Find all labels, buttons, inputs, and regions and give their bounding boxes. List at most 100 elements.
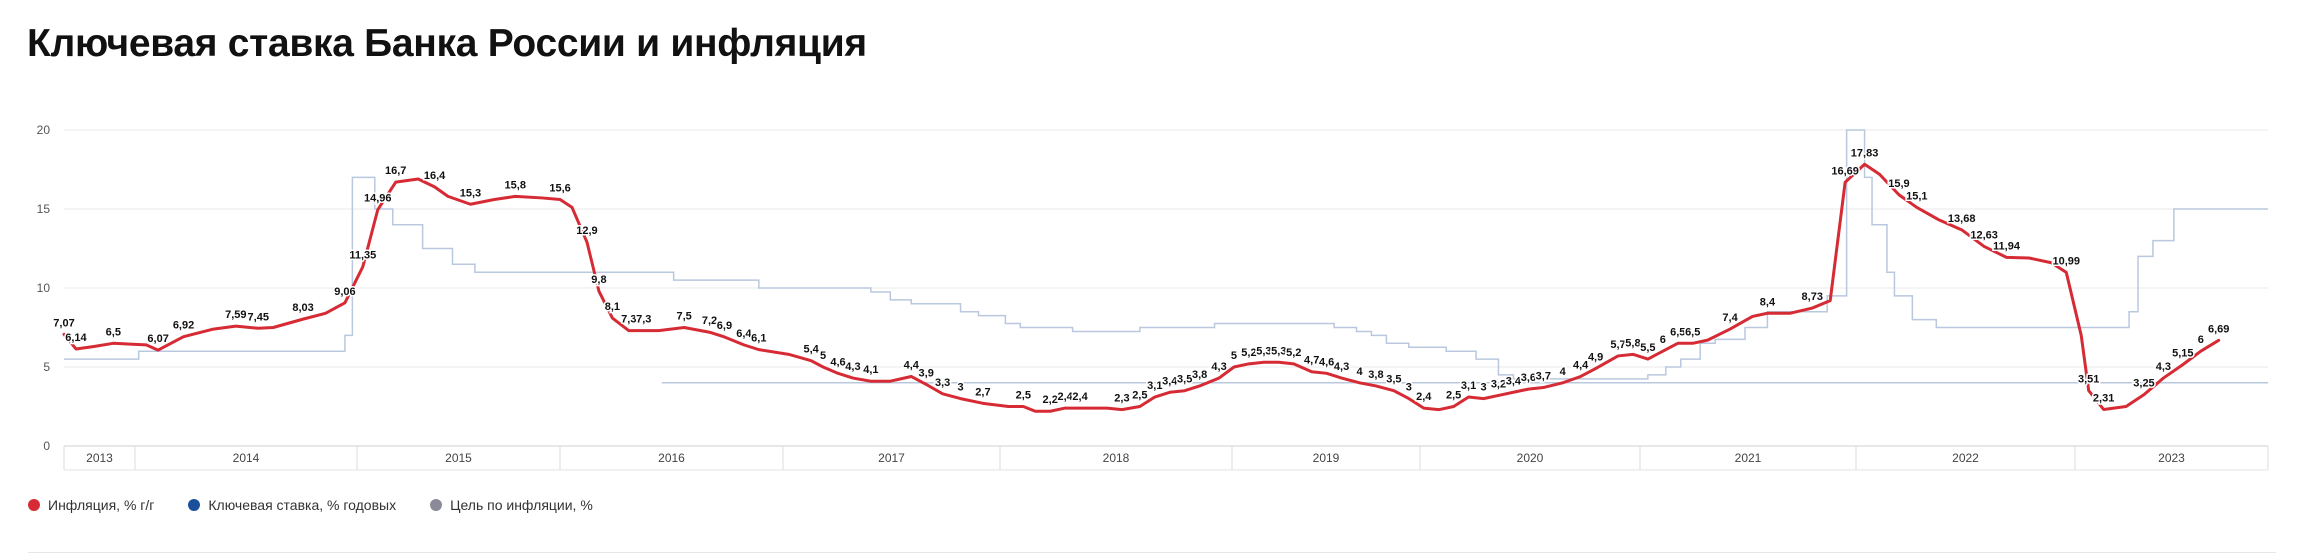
data-label: 5,2 [1286,347,1301,359]
data-label: 3,1 [1147,380,1162,392]
data-label: 3,4 [1506,375,1522,387]
data-label: 13,68 [1948,213,1976,225]
data-label: 2,3 [1114,393,1129,405]
data-label: 5 [1231,350,1237,362]
series-inflation-line [62,162,2221,413]
data-label: 2,4 [1416,391,1432,403]
y-tick-label: 5 [43,360,50,374]
data-label: 6,5 [106,326,121,338]
data-label: 3,2 [1491,378,1506,390]
legend-swatch-inflation [28,499,40,511]
data-label: 4 [1560,366,1567,378]
data-label: 3,4 [1162,375,1178,387]
data-label: 6,5 [1685,326,1700,338]
data-label: 6,5 [1670,326,1685,338]
data-label: 6,07 [147,333,168,345]
data-label: 3,7 [1536,371,1551,383]
data-label: 8,4 [1760,296,1776,308]
data-label: 6 [1660,334,1666,346]
legend-label-key-rate: Ключевая ставка, % годовых [208,497,397,513]
data-label: 10,99 [2053,255,2081,267]
data-label: 5,8 [1625,337,1640,349]
data-label: 7,3 [621,314,636,326]
data-label: 3,51 [2078,374,2099,386]
page-title: Ключевая ставка Банка России и инфляция [27,22,867,65]
data-label: 2,5 [1016,390,1031,402]
data-label: 6,4 [736,328,752,340]
data-label: 2,4 [1072,391,1088,403]
data-label: 16,69 [1831,165,1859,177]
data-label: 7,45 [248,311,269,323]
x-tick-label: 2018 [1103,451,1130,465]
data-label: 5 [820,350,826,362]
data-label: 14,96 [364,193,392,205]
data-label: 7,2 [702,315,717,327]
data-label: 2,4 [1057,391,1073,403]
data-label: 16,4 [424,170,446,182]
data-label: 3,9 [919,367,934,379]
series-key-rate-line [64,129,2268,380]
legend-swatch-key-rate [188,499,201,511]
data-label: 4,1 [863,364,878,376]
x-tick-label: 2013 [86,451,113,465]
legend: Инфляция, % г/г Ключевая ставка, % годов… [28,497,593,513]
x-tick-label: 2016 [658,451,685,465]
data-label: 2,31 [2093,393,2114,405]
data-label: 3,25 [2133,378,2154,390]
data-label: 15,1 [1906,190,1927,202]
data-label: 6,92 [173,320,194,332]
data-label: 4,3 [1211,361,1226,373]
data-label: 5,3 [1271,345,1286,357]
legend-swatch-target [430,499,443,511]
data-label: 6,69 [2208,323,2229,335]
data-label: 3,1 [1461,380,1476,392]
data-label: 3 [1406,382,1412,394]
data-label: 3 [1480,382,1486,394]
y-tick-label: 20 [37,123,51,137]
data-label: 4,6 [1319,356,1334,368]
data-label: 9,06 [334,286,355,298]
data-label: 15,6 [549,183,570,195]
x-tick-label: 2020 [1517,451,1544,465]
data-label: 7,4 [1722,312,1738,324]
data-label: 3,6 [1521,372,1536,384]
data-label: 15,9 [1888,178,1909,190]
data-label: 5,15 [2172,348,2193,360]
data-label: 15,8 [505,179,526,191]
legend-item-key-rate[interactable]: Ключевая ставка, % годовых [188,497,396,513]
data-label: 12,9 [576,225,597,237]
data-label: 17,83 [1851,147,1879,159]
data-label: 8,1 [605,301,620,313]
x-tick-label: 2022 [1952,451,1979,465]
x-tick-label: 2017 [878,451,905,465]
data-label: 9,8 [591,274,606,286]
data-label: 3 [957,382,963,394]
data-label: 5,7 [1610,339,1625,351]
data-label: 3,5 [1177,374,1192,386]
data-label: 4,3 [845,361,860,373]
y-tick-label: 0 [43,439,50,453]
data-label: 11,94 [1993,240,2021,252]
data-label: 6,9 [717,320,732,332]
chart: 0 5 10 15 20 2013 2014 2015 2016 2017 2018 2019 2020… [37,123,2269,471]
legend-label-inflation: Инфляция, % г/г [48,497,155,513]
data-label: 4 [1356,366,1363,378]
data-label: 3,3 [935,377,950,389]
data-label: 5,4 [803,344,819,356]
data-label: 7,5 [676,311,691,323]
data-label: 7,3 [636,314,651,326]
x-tick-label: 2019 [1313,451,1340,465]
y-tick-label: 15 [37,202,51,216]
x-tick-label: 2015 [445,451,472,465]
legend-label-target: Цель по инфляции, % [450,497,593,513]
legend-item-target[interactable]: Цель по инфляции, % [430,497,593,513]
legend-item-inflation[interactable]: Инфляция, % г/г [28,497,154,513]
data-label: 16,7 [385,165,406,177]
data-label: 8,03 [292,302,313,314]
x-tick-label: 2014 [233,451,260,465]
data-label: 12,63 [1970,229,1998,241]
data-label: 4,3 [1334,361,1349,373]
data-label: 4,4 [1573,359,1589,371]
data-label: 6,14 [65,332,87,344]
data-label: 2,7 [975,386,990,398]
